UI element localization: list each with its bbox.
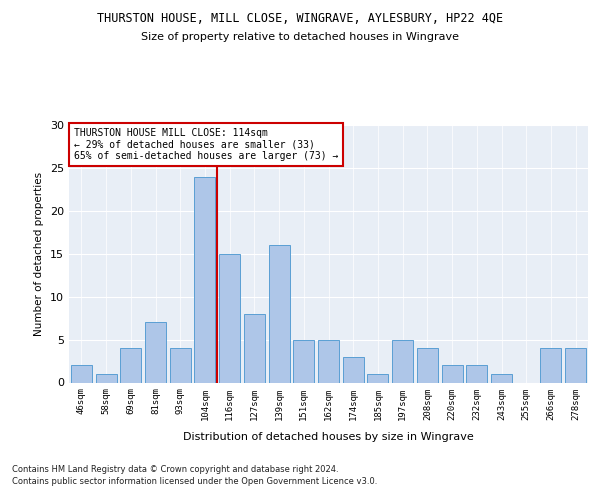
Bar: [466, 366, 487, 382]
Bar: [343, 357, 364, 382]
Bar: [120, 348, 141, 382]
Bar: [392, 340, 413, 382]
Bar: [565, 348, 586, 382]
Text: THURSTON HOUSE MILL CLOSE: 114sqm
← 29% of detached houses are smaller (33)
65% : THURSTON HOUSE MILL CLOSE: 114sqm ← 29% …: [74, 128, 338, 161]
Bar: [170, 348, 191, 382]
Bar: [367, 374, 388, 382]
Bar: [269, 245, 290, 382]
Bar: [318, 340, 339, 382]
Bar: [145, 322, 166, 382]
Bar: [541, 348, 562, 382]
Text: Distribution of detached houses by size in Wingrave: Distribution of detached houses by size …: [184, 432, 474, 442]
Text: Contains HM Land Registry data © Crown copyright and database right 2024.: Contains HM Land Registry data © Crown c…: [12, 465, 338, 474]
Bar: [95, 374, 116, 382]
Bar: [417, 348, 438, 382]
Bar: [244, 314, 265, 382]
Bar: [491, 374, 512, 382]
Text: Contains public sector information licensed under the Open Government Licence v3: Contains public sector information licen…: [12, 478, 377, 486]
Bar: [194, 176, 215, 382]
Bar: [71, 366, 92, 382]
Bar: [293, 340, 314, 382]
Y-axis label: Number of detached properties: Number of detached properties: [34, 172, 44, 336]
Bar: [219, 254, 240, 382]
Text: THURSTON HOUSE, MILL CLOSE, WINGRAVE, AYLESBURY, HP22 4QE: THURSTON HOUSE, MILL CLOSE, WINGRAVE, AY…: [97, 12, 503, 26]
Bar: [442, 366, 463, 382]
Text: Size of property relative to detached houses in Wingrave: Size of property relative to detached ho…: [141, 32, 459, 42]
